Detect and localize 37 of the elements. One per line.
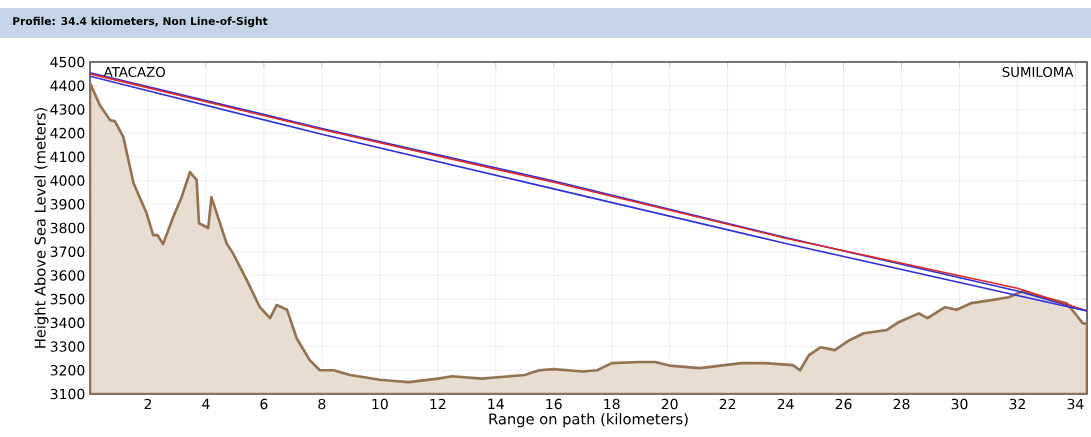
y-tick-label: 3700 <box>50 246 85 257</box>
x-tick-label: 10 <box>372 398 388 410</box>
y-tick-label: 4500 <box>50 56 85 68</box>
y-tick-label: 3400 <box>50 317 85 329</box>
x-tick-label: 4 <box>202 398 210 409</box>
y-tick-label: 4100 <box>50 151 85 163</box>
y-tick-label: 3800 <box>50 222 85 234</box>
y-tick-label: 4300 <box>50 104 85 115</box>
y-tick-label: 3600 <box>50 270 85 281</box>
x-tick-label: 30 <box>951 398 968 410</box>
x-tick-label: 32 <box>1009 398 1025 410</box>
x-tick-label: 2 <box>144 398 152 410</box>
y-tick-label: 4400 <box>50 80 85 91</box>
annotation: SUMILOMA <box>1002 66 1074 78</box>
y-tick-label: 4200 <box>50 127 85 139</box>
y-tick-label: 3100 <box>50 388 85 400</box>
y-tick-label: 3300 <box>50 341 85 352</box>
x-axis-title: Range on path (kilometers) <box>489 413 688 428</box>
y-tick-label: 3200 <box>50 365 85 376</box>
x-tick-label: 24 <box>777 398 794 410</box>
y-tick-label: 3500 <box>50 293 85 305</box>
x-tick-label: 26 <box>835 398 852 410</box>
x-tick-label: 34 <box>1067 398 1084 410</box>
x-tick-label: 20 <box>661 398 678 410</box>
y-tick-label: 3900 <box>50 199 85 210</box>
x-tick-label: 12 <box>430 398 446 410</box>
x-tick-label: 22 <box>719 398 736 410</box>
x-tick-label: 14 <box>488 398 504 409</box>
x-tick-label: 6 <box>260 398 268 410</box>
chart-title: Profile: 34.4 kilometers, Non Line-of-Sight <box>13 16 268 28</box>
annotation: ATACAZO <box>103 66 165 78</box>
y-tick-label: 4000 <box>50 175 85 186</box>
x-tick-label: 8 <box>318 398 326 410</box>
x-tick-label: 18 <box>604 398 620 410</box>
x-tick-label: 16 <box>546 398 562 410</box>
x-tick-label: 28 <box>893 398 910 410</box>
y-axis-title: Height Above Sea Level (meters) <box>34 108 49 348</box>
